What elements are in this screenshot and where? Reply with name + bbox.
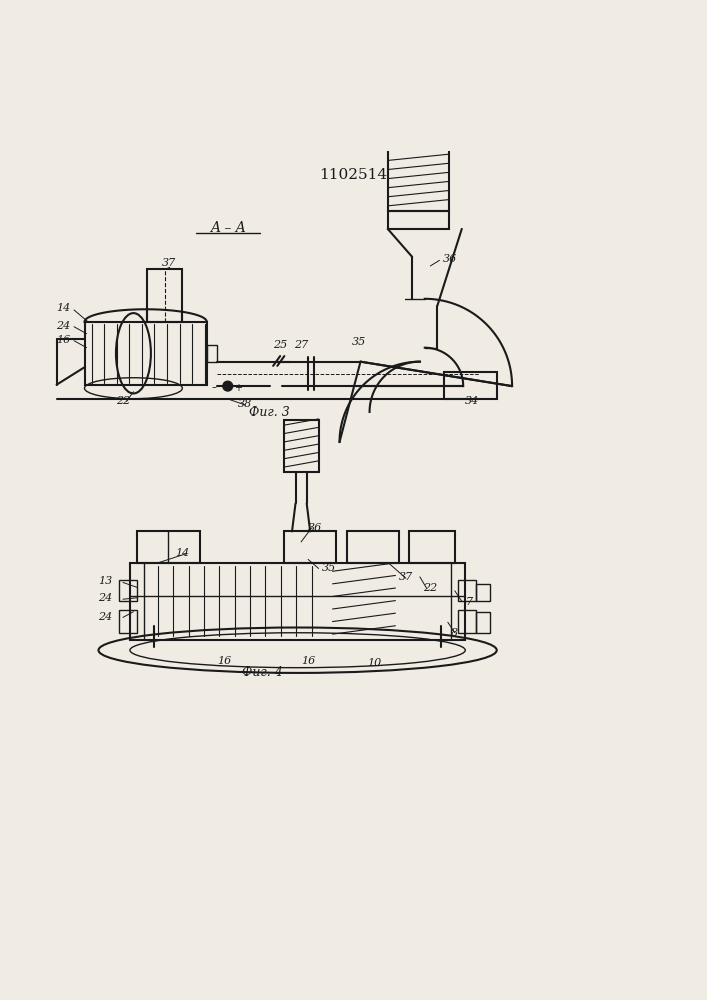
Bar bbox=[346, 531, 399, 563]
Text: 25: 25 bbox=[273, 340, 288, 350]
Bar bbox=[130, 563, 465, 640]
Text: 27: 27 bbox=[294, 340, 308, 350]
Text: 22: 22 bbox=[116, 396, 130, 406]
Text: Фиг. 4: Фиг. 4 bbox=[243, 666, 283, 679]
Bar bbox=[458, 580, 476, 601]
Text: 36: 36 bbox=[443, 254, 457, 264]
Bar bbox=[206, 345, 217, 362]
Bar bbox=[476, 612, 490, 633]
Text: 16: 16 bbox=[301, 656, 315, 666]
Bar bbox=[119, 610, 137, 633]
Text: 14: 14 bbox=[57, 303, 71, 313]
Text: +: + bbox=[234, 383, 243, 393]
Bar bbox=[458, 610, 476, 633]
Text: 36: 36 bbox=[308, 523, 322, 533]
Bar bbox=[85, 322, 206, 385]
Bar bbox=[119, 580, 137, 601]
Text: 37: 37 bbox=[161, 258, 175, 268]
Text: 34: 34 bbox=[465, 396, 479, 406]
Circle shape bbox=[223, 381, 233, 391]
Bar bbox=[147, 269, 182, 322]
Text: 1102514: 1102514 bbox=[320, 168, 387, 182]
Bar bbox=[387, 149, 449, 211]
Text: 16: 16 bbox=[217, 656, 231, 666]
Text: 7: 7 bbox=[465, 597, 472, 607]
Text: 38: 38 bbox=[238, 399, 252, 409]
Text: 37: 37 bbox=[399, 572, 413, 582]
Text: 24: 24 bbox=[98, 593, 112, 603]
Text: Фиг. 3: Фиг. 3 bbox=[250, 406, 290, 419]
Bar bbox=[137, 531, 200, 563]
Text: 13: 13 bbox=[98, 576, 112, 586]
Text: –: – bbox=[211, 383, 216, 393]
Bar bbox=[284, 531, 336, 563]
Bar bbox=[387, 211, 449, 229]
Bar bbox=[444, 372, 497, 399]
Bar bbox=[409, 531, 455, 563]
Text: 35: 35 bbox=[322, 563, 337, 573]
Bar bbox=[476, 584, 490, 601]
Text: 14: 14 bbox=[175, 548, 189, 558]
Text: 16: 16 bbox=[57, 335, 71, 345]
Text: 35: 35 bbox=[352, 337, 366, 347]
Text: 10: 10 bbox=[368, 658, 382, 668]
Text: 8: 8 bbox=[451, 628, 458, 638]
Bar bbox=[284, 420, 319, 472]
Text: 24: 24 bbox=[57, 321, 71, 331]
Text: 24: 24 bbox=[98, 612, 112, 622]
Text: 22: 22 bbox=[423, 583, 438, 593]
Text: A – A: A – A bbox=[210, 221, 245, 235]
